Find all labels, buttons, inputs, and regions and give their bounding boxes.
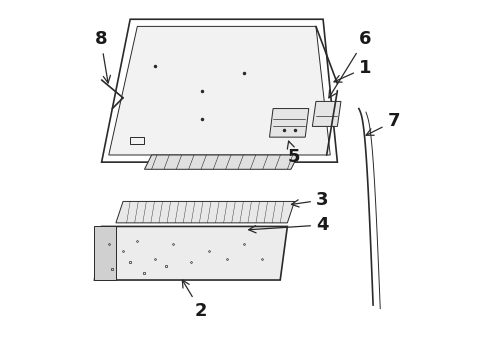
Polygon shape (94, 226, 287, 280)
Text: 5: 5 (287, 141, 299, 166)
Text: 1: 1 (333, 59, 370, 82)
Polygon shape (94, 226, 116, 280)
Polygon shape (269, 109, 308, 137)
Polygon shape (144, 155, 298, 169)
Polygon shape (116, 202, 294, 223)
Text: 3: 3 (291, 191, 328, 209)
Text: 6: 6 (328, 30, 370, 98)
Text: 7: 7 (366, 112, 399, 135)
Text: 4: 4 (248, 216, 328, 234)
Polygon shape (312, 102, 340, 126)
Polygon shape (108, 26, 329, 155)
Text: 2: 2 (182, 280, 206, 320)
Text: 8: 8 (94, 30, 110, 83)
